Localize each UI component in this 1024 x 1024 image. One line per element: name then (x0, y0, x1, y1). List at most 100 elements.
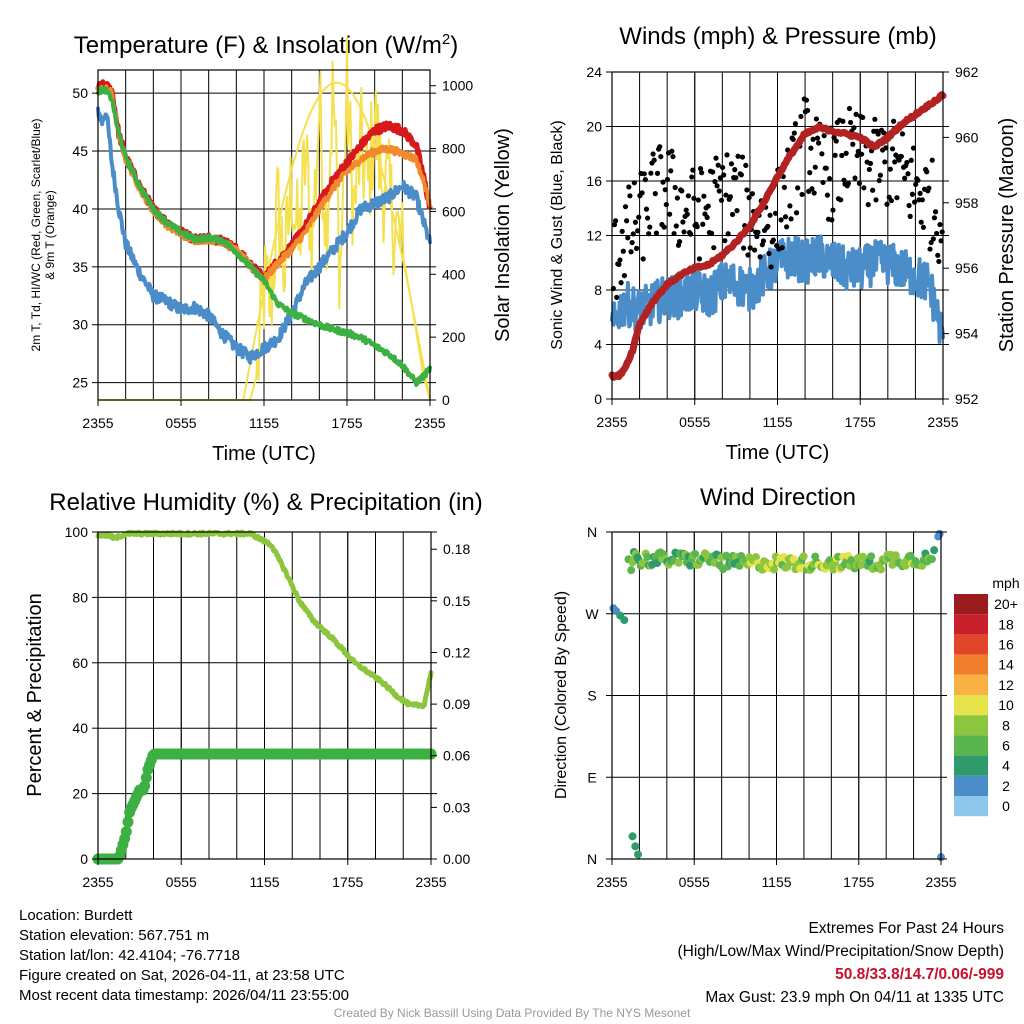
gust-point (845, 180, 851, 187)
colorbar-label: 4 (1002, 758, 1010, 774)
gust-point (760, 238, 767, 244)
x-tick-label: 0555 (679, 414, 710, 430)
gust-point (787, 203, 793, 209)
gust-point (701, 193, 707, 199)
gust-point (906, 202, 912, 209)
gust-point (630, 231, 636, 237)
extremes-title: Extremes For Past 24 Hours (808, 920, 1004, 937)
gust-point (808, 145, 814, 151)
gust-point (781, 184, 787, 191)
gust-point (937, 221, 943, 228)
gust-point (793, 210, 800, 216)
gust-point (681, 229, 687, 235)
dewpoint-2m-line (96, 85, 432, 387)
colorbar-swatch (954, 755, 988, 776)
gust-point (883, 145, 889, 151)
gust-point (918, 219, 924, 225)
gust-point (711, 245, 717, 251)
gust-point (699, 170, 705, 176)
y-tick-label: 50 (72, 85, 88, 101)
gust-point (672, 184, 678, 191)
gust-point (839, 152, 845, 159)
colorbar-label: 14 (998, 657, 1014, 673)
gust-point (611, 222, 618, 228)
gust-point (870, 187, 876, 193)
gust-point (851, 125, 857, 131)
gust-point (852, 175, 858, 181)
gust-point (745, 252, 751, 258)
gust-point (824, 192, 831, 198)
gust-point (648, 170, 654, 176)
gust-point (915, 177, 921, 183)
gust-point (739, 154, 746, 160)
y-tick-label: 4 (594, 337, 602, 353)
colorbar-swatch (954, 796, 988, 817)
x-tick-label: 1755 (332, 874, 363, 890)
gust-point (755, 229, 761, 235)
gust-point (722, 238, 728, 244)
gust-point (660, 179, 666, 185)
gust-point (778, 217, 784, 223)
gust-point (725, 231, 731, 237)
colorbar-swatch (954, 715, 988, 736)
x-axis-label: Time (UTC) (726, 442, 830, 464)
y-axis-label: Direction (Colored By Speed) (553, 591, 570, 799)
gust-point (654, 170, 661, 176)
gust-point (867, 160, 874, 167)
gust-point (621, 272, 628, 279)
wind-direction-point (935, 529, 944, 538)
gust-point (720, 164, 726, 171)
gust-point (926, 185, 932, 191)
y2-tick-label: 956 (955, 260, 979, 276)
gust-point (827, 176, 833, 182)
y2-tick-label: 952 (955, 391, 979, 407)
gust-point (833, 138, 839, 144)
gust-point (643, 206, 650, 212)
wind-direction-point (770, 565, 779, 574)
gust-point (658, 154, 664, 160)
gust-point (909, 191, 915, 197)
gust-point (815, 140, 822, 146)
station-pressure-line (608, 91, 947, 381)
gust-point (803, 97, 810, 103)
wind-direction-point (829, 565, 838, 574)
gust-point (627, 193, 633, 199)
gust-point (907, 213, 913, 220)
gust-point (679, 188, 685, 194)
gust-point (770, 237, 776, 243)
wind-direction-point (686, 561, 695, 570)
y-tick-label: 8 (594, 282, 602, 298)
gust-point (847, 119, 854, 126)
gust-point (889, 146, 896, 152)
wind-direction-point (722, 551, 731, 560)
gust-point (931, 215, 938, 221)
y2-tick-label: 960 (955, 129, 979, 145)
gust-point (799, 191, 805, 198)
gust-point (635, 228, 641, 234)
y-tick-label: N (587, 851, 597, 867)
x-tick-label: 1755 (331, 415, 362, 431)
gust-point (830, 207, 836, 213)
gust-point (823, 165, 829, 171)
gust-point (821, 133, 827, 139)
gust-point (735, 153, 741, 159)
gust-point (713, 155, 719, 161)
gust-point (820, 179, 826, 186)
y-tick-label: 35 (72, 259, 88, 275)
gust-point (934, 230, 940, 237)
gust-point (612, 218, 619, 224)
y-tick-label: E (587, 769, 596, 785)
gust-point (838, 197, 844, 203)
gust-point (935, 252, 941, 258)
colorbar-label: 8 (1002, 717, 1010, 733)
gust-point (636, 214, 642, 220)
gust-point (708, 230, 715, 236)
gust-point (813, 116, 819, 122)
gust-point (710, 169, 716, 175)
gust-point (810, 136, 816, 142)
gust-point (663, 201, 669, 208)
gust-point (887, 166, 893, 172)
y-tick-label: 40 (72, 201, 88, 217)
colorbar-label: 10 (998, 697, 1014, 713)
wind-direction-point (751, 553, 760, 562)
